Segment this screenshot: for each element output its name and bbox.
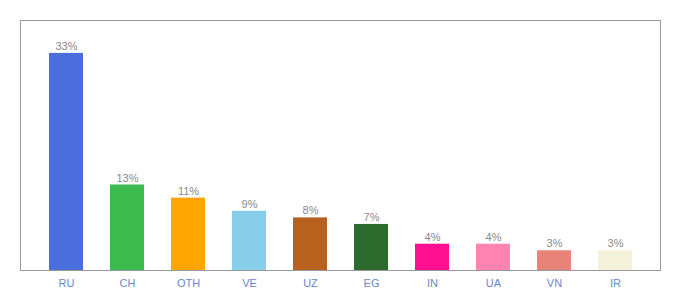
svg-text:IN: IN [427, 277, 438, 289]
svg-text:9%: 9% [242, 198, 258, 210]
svg-text:3%: 3% [608, 237, 624, 249]
svg-text:UA: UA [486, 277, 502, 289]
svg-text:8%: 8% [303, 204, 319, 216]
svg-text:VE: VE [242, 277, 257, 289]
svg-text:13%: 13% [116, 171, 138, 183]
svg-text:EG: EG [364, 277, 380, 289]
svg-text:4%: 4% [425, 231, 441, 243]
svg-text:4%: 4% [486, 231, 502, 243]
svg-text:UZ: UZ [303, 277, 318, 289]
svg-text:OTH: OTH [177, 277, 200, 289]
svg-text:33%: 33% [55, 40, 77, 52]
svg-text:11%: 11% [178, 185, 199, 197]
svg-text:CH: CH [120, 277, 136, 289]
svg-text:IR: IR [610, 277, 621, 289]
svg-text:7%: 7% [364, 211, 380, 223]
svg-text:RU: RU [59, 277, 75, 289]
svg-text:VN: VN [547, 277, 562, 289]
svg-text:3%: 3% [547, 237, 563, 249]
